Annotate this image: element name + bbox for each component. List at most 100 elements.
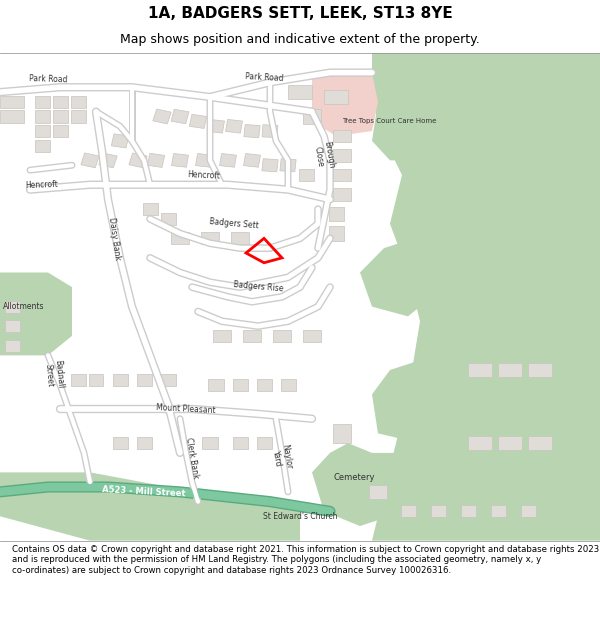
FancyBboxPatch shape [528,436,552,451]
Text: Park Road: Park Road [245,72,283,83]
FancyBboxPatch shape [324,89,348,104]
FancyBboxPatch shape [35,125,50,138]
FancyBboxPatch shape [401,505,416,518]
FancyBboxPatch shape [226,119,242,133]
FancyBboxPatch shape [71,96,86,108]
Text: Hencroft: Hencroft [25,179,59,190]
FancyBboxPatch shape [329,226,344,241]
FancyBboxPatch shape [71,374,86,386]
FancyBboxPatch shape [233,437,248,449]
Text: Contains OS data © Crown copyright and database right 2021. This information is : Contains OS data © Crown copyright and d… [12,545,599,574]
Text: 1A, BADGERS SETT, LEEK, ST13 8YE: 1A, BADGERS SETT, LEEK, ST13 8YE [148,6,452,21]
FancyBboxPatch shape [53,111,68,123]
FancyBboxPatch shape [153,109,171,124]
FancyBboxPatch shape [333,169,351,181]
Polygon shape [312,443,408,526]
FancyBboxPatch shape [143,203,157,215]
FancyBboxPatch shape [273,330,291,342]
Text: Tree Tops Court Care Home: Tree Tops Court Care Home [342,118,436,124]
FancyBboxPatch shape [113,374,128,386]
FancyBboxPatch shape [333,188,351,201]
Text: St Edward's Church: St Edward's Church [263,512,337,521]
FancyBboxPatch shape [521,505,536,518]
Text: Naylor
Yard: Naylor Yard [270,444,294,472]
Text: Badnall
Street: Badnall Street [43,359,65,390]
FancyBboxPatch shape [171,109,189,124]
FancyBboxPatch shape [190,114,206,128]
FancyBboxPatch shape [333,149,351,162]
FancyBboxPatch shape [35,111,50,123]
Text: Daisy Bank: Daisy Bank [107,216,121,260]
FancyBboxPatch shape [243,330,261,342]
FancyBboxPatch shape [202,437,218,449]
FancyBboxPatch shape [213,330,231,342]
FancyBboxPatch shape [299,169,314,181]
Polygon shape [372,360,450,443]
FancyBboxPatch shape [431,505,446,518]
FancyBboxPatch shape [201,232,219,244]
Text: Badgers Rise: Badgers Rise [233,281,283,294]
Text: A523 - Mill Street: A523 - Mill Street [102,485,186,499]
FancyBboxPatch shape [461,505,476,518]
FancyBboxPatch shape [257,437,271,449]
Text: Map shows position and indicative extent of the property.: Map shows position and indicative extent… [120,33,480,46]
Polygon shape [312,72,378,136]
FancyBboxPatch shape [281,379,296,391]
FancyBboxPatch shape [112,134,128,148]
Text: Clerk Bank: Clerk Bank [184,436,200,479]
FancyBboxPatch shape [81,153,99,168]
FancyBboxPatch shape [231,232,249,244]
FancyBboxPatch shape [491,505,505,518]
Text: Park Road: Park Road [29,74,67,84]
FancyBboxPatch shape [0,96,24,108]
FancyBboxPatch shape [172,154,188,168]
FancyBboxPatch shape [5,339,19,352]
Text: Badgers Sett: Badgers Sett [209,217,259,231]
FancyBboxPatch shape [113,437,128,449]
Polygon shape [372,53,600,541]
FancyBboxPatch shape [244,154,260,168]
FancyBboxPatch shape [468,436,492,451]
FancyBboxPatch shape [257,379,271,391]
FancyBboxPatch shape [262,159,278,172]
Text: Mount Pleasant: Mount Pleasant [156,403,216,415]
Polygon shape [372,88,450,161]
FancyBboxPatch shape [137,437,151,449]
FancyBboxPatch shape [196,154,212,168]
Text: Brough
Close: Brough Close [312,140,336,171]
FancyBboxPatch shape [209,379,223,391]
FancyBboxPatch shape [208,119,224,133]
FancyBboxPatch shape [89,374,103,386]
FancyBboxPatch shape [5,301,19,312]
FancyBboxPatch shape [329,207,344,221]
FancyBboxPatch shape [161,213,176,225]
FancyBboxPatch shape [148,153,164,168]
Text: Allotments: Allotments [3,302,45,311]
FancyBboxPatch shape [498,362,522,378]
Text: Cemetery: Cemetery [333,472,375,482]
FancyBboxPatch shape [171,232,189,244]
FancyBboxPatch shape [280,159,296,172]
FancyBboxPatch shape [35,139,50,152]
FancyBboxPatch shape [244,124,260,138]
FancyBboxPatch shape [137,374,151,386]
FancyBboxPatch shape [99,153,117,168]
FancyBboxPatch shape [0,111,24,123]
FancyBboxPatch shape [498,436,522,451]
FancyBboxPatch shape [220,154,236,168]
Text: Hencroft: Hencroft [187,169,221,181]
FancyBboxPatch shape [71,111,86,123]
FancyBboxPatch shape [303,330,321,342]
FancyBboxPatch shape [333,424,351,443]
FancyBboxPatch shape [468,362,492,378]
Polygon shape [0,472,300,541]
Polygon shape [0,272,72,356]
FancyBboxPatch shape [233,379,248,391]
FancyBboxPatch shape [333,130,351,142]
FancyBboxPatch shape [528,362,552,378]
FancyBboxPatch shape [369,484,387,499]
FancyBboxPatch shape [5,320,19,332]
FancyBboxPatch shape [303,109,321,124]
Polygon shape [360,238,432,316]
FancyBboxPatch shape [53,96,68,108]
